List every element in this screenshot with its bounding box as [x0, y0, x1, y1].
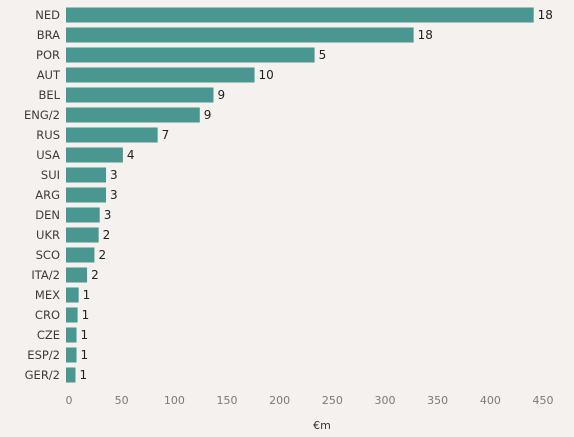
bar-bel: [66, 87, 214, 103]
bar-eng-2: [66, 107, 200, 123]
category-label: SUI: [41, 168, 60, 182]
bar-ukr: [66, 227, 99, 243]
category-label: ENG/2: [24, 108, 60, 122]
x-tick-label: 450: [533, 394, 554, 407]
data-label: 3: [110, 188, 118, 202]
category-label: POR: [36, 48, 60, 62]
bar-bra: [66, 27, 414, 43]
bar-cze: [66, 327, 77, 343]
data-label: 1: [81, 348, 89, 362]
category-label: BEL: [38, 88, 60, 102]
bar-sco: [66, 247, 95, 263]
category-label: RUS: [36, 128, 60, 142]
bars-layer: [66, 7, 534, 383]
data-label: 3: [110, 168, 118, 182]
data-label: 2: [103, 228, 111, 242]
category-label: ESP/2: [27, 348, 60, 362]
category-label: ITA/2: [31, 268, 60, 282]
data-label: 1: [81, 328, 89, 342]
bar-usa: [66, 147, 123, 163]
x-tick-label: 200: [269, 394, 290, 407]
bar-mex: [66, 287, 79, 303]
bar-esp-2: [66, 347, 77, 363]
category-label: CRO: [35, 308, 60, 322]
x-tick-label: 150: [217, 394, 238, 407]
x-tick-label: 250: [322, 394, 343, 407]
x-tick-label: 0: [66, 394, 73, 407]
x-axis-ticks: 0 50 100 150 200 250 300 350 400 450: [66, 394, 554, 407]
data-label: 9: [217, 88, 225, 102]
category-label: MEX: [35, 288, 60, 302]
x-tick-label: 400: [480, 394, 501, 407]
data-label: 5: [319, 48, 327, 62]
category-label: UKR: [36, 228, 60, 242]
x-tick-label: 50: [115, 394, 129, 407]
data-label: 2: [98, 248, 106, 262]
data-label: 7: [162, 128, 170, 142]
data-label: 2: [91, 268, 99, 282]
category-label: DEN: [35, 208, 60, 222]
bar-cro: [66, 307, 78, 323]
x-tick-label: 350: [427, 394, 448, 407]
data-label: 18: [538, 8, 553, 22]
category-labels: NED BRA POR AUT BEL ENG/2 RUS USA SUI ARG DEN UKR SC…: [24, 8, 61, 382]
data-label: 3: [104, 208, 112, 222]
category-label: AUT: [37, 68, 61, 82]
x-tick-label: 100: [164, 394, 185, 407]
bar-por: [66, 47, 315, 63]
data-label: 9: [204, 108, 212, 122]
category-label: BRA: [37, 28, 60, 42]
bar-den: [66, 207, 100, 223]
category-label: CZE: [37, 328, 60, 342]
data-label: 10: [259, 68, 274, 82]
bar-ita-2: [66, 267, 88, 283]
data-label: 1: [79, 368, 87, 382]
category-label: GER/2: [25, 368, 60, 382]
bar-rus: [66, 127, 158, 143]
bar-aut: [66, 67, 255, 83]
bar-sui: [66, 167, 107, 183]
data-label: 4: [127, 148, 135, 162]
bar-arg: [66, 187, 107, 203]
category-label: NED: [35, 8, 60, 22]
bar-ned: [66, 7, 534, 23]
category-label: ARG: [35, 188, 60, 202]
category-label: SCO: [36, 248, 60, 262]
category-label: USA: [36, 148, 60, 162]
x-tick-label: 300: [375, 394, 396, 407]
data-label: 1: [82, 308, 90, 322]
data-label: 18: [418, 28, 433, 42]
x-axis-title: €m: [313, 419, 331, 432]
data-label: 1: [83, 288, 91, 302]
bar-ger-2: [66, 367, 76, 383]
